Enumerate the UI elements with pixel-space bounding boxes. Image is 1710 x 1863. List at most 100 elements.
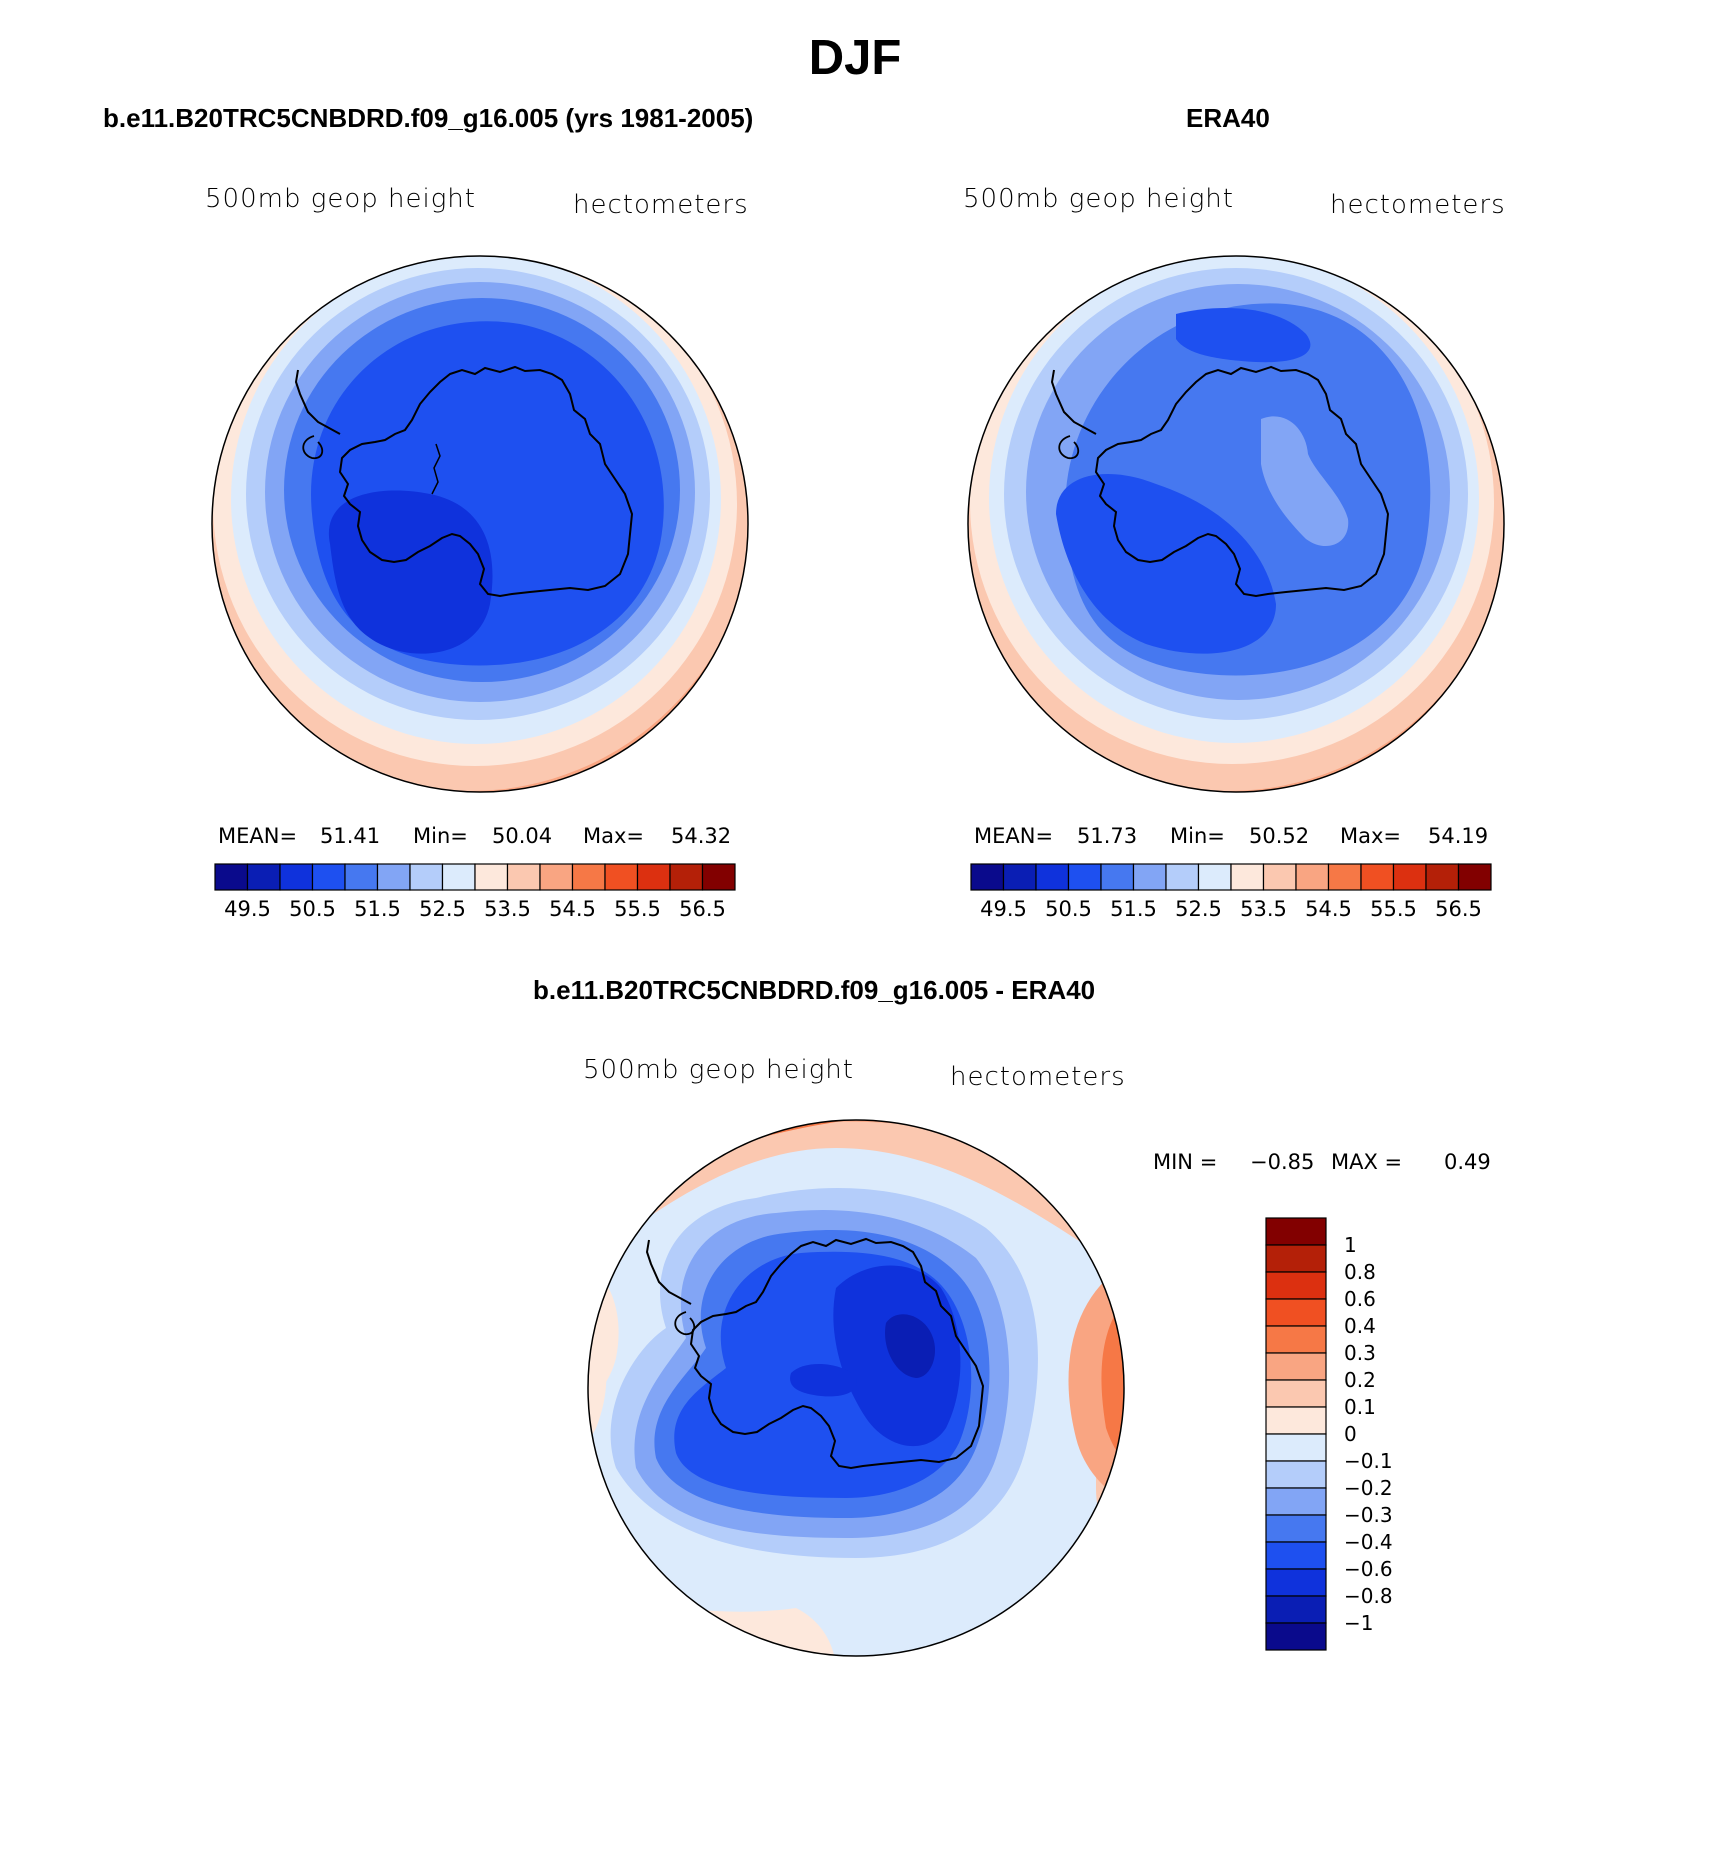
panel3-colorbar-box: [1265, 1352, 1327, 1381]
panel1-colorbar-label: 50.5: [289, 897, 336, 921]
panel2-colorbar-box: [1197, 863, 1232, 891]
panel1-colorbar-box: [604, 863, 639, 891]
panel1-colorbar-box: [214, 863, 249, 891]
panel1-colorbar-box: [669, 863, 704, 891]
panel3-colorbar-box: [1265, 1406, 1327, 1435]
panel1-colorbar-box: [311, 863, 346, 891]
panel2-colorbar-box: [970, 863, 1005, 891]
panel1-colorbar-box: [474, 863, 509, 891]
panel1-colorbar-box: [246, 863, 281, 891]
panel3-colorbar-box: [1265, 1379, 1327, 1408]
panel1-stats-max-label: Max=: [583, 824, 645, 848]
panel1-stats-mean-label: MEAN=: [218, 824, 298, 848]
panel1-units: hectometers: [573, 190, 749, 220]
panel2-colorbar-box: [1035, 863, 1070, 891]
panel1-map: [211, 255, 749, 793]
panel2-stats-max-label: Max=: [1340, 824, 1402, 848]
panel3-colorbar-label: 0.8: [1344, 1260, 1376, 1284]
panel2-colorbar-box: [1067, 863, 1102, 891]
panel3-colorbar-label: −0.6: [1344, 1557, 1393, 1581]
panel3-colorbar-box: [1265, 1541, 1327, 1570]
panel2-colorbar-label: 53.5: [1240, 897, 1287, 921]
panel1-title: b.e11.B20TRC5CNBDRD.f09_g16.005 (yrs 198…: [103, 103, 754, 133]
panel3-colorbar-label: 0.1: [1344, 1395, 1376, 1419]
panel1-colorbar: 49.5 50.5 51.5 52.5 53.5 54.5 55.5 56.5: [214, 863, 736, 921]
panel1-colorbar-label: 54.5: [549, 897, 596, 921]
panel2-colorbar-label: 52.5: [1175, 897, 1222, 921]
panel2-stats-min: 50.52: [1249, 824, 1310, 848]
panel1-colorbar-label: 49.5: [224, 897, 271, 921]
panel3-variable: 500mb geop height: [583, 1055, 854, 1085]
panel2-stats-max: 54.19: [1428, 824, 1489, 848]
panel3-colorbar-label: −0.4: [1344, 1530, 1393, 1554]
panel2-units: hectometers: [1330, 190, 1506, 220]
panel2-colorbar-label: 56.5: [1435, 897, 1482, 921]
panel2-colorbar: 49.5 50.5 51.5 52.5 53.5 54.5 55.5 56.5: [970, 863, 1492, 921]
panel3-colorbar-label: 0.2: [1344, 1368, 1376, 1392]
panel2-colorbar-box: [1165, 863, 1200, 891]
panel2-colorbar-box: [1230, 863, 1265, 891]
panel3-colorbar-box: [1265, 1217, 1327, 1246]
panel3-colorbar-box: [1265, 1568, 1327, 1597]
panel2-colorbar-box: [1425, 863, 1460, 891]
panel2-colorbar-box: [1392, 863, 1427, 891]
panel1-colorbar-label: 56.5: [679, 897, 726, 921]
panel3-colorbar-label: −1: [1344, 1611, 1373, 1635]
panel2-colorbar-label: 54.5: [1305, 897, 1352, 921]
panel3-units: hectometers: [950, 1062, 1126, 1092]
panel3-colorbar-label: 0: [1344, 1422, 1357, 1446]
panel1-colorbar-box: [441, 863, 476, 891]
panel2-map: [967, 255, 1505, 793]
panel3-stats-max-label: MAX =: [1331, 1150, 1403, 1174]
panel1-colorbar-label: 53.5: [484, 897, 531, 921]
panel2-colorbar-box: [1327, 863, 1362, 891]
panel3-colorbar-box: [1265, 1325, 1327, 1354]
panel1-colorbar-label: 51.5: [354, 897, 401, 921]
panel1-variable: 500mb geop height: [205, 184, 476, 214]
figure-title: DJF: [808, 31, 902, 85]
panel3-colorbar-label: −0.2: [1344, 1476, 1393, 1500]
panel1-colorbar-box: [701, 863, 736, 891]
panel3-title: b.e11.B20TRC5CNBDRD.f09_g16.005 - ERA40: [533, 975, 1096, 1005]
panel2-stats-mean: 51.73: [1077, 824, 1138, 848]
panel1-stats-min: 50.04: [492, 824, 553, 848]
panel3-map: [587, 1119, 1125, 1657]
panel3-colorbar-box: [1265, 1622, 1327, 1651]
panel1-colorbar-box: [571, 863, 606, 891]
panel3-colorbar-label: −0.8: [1344, 1584, 1393, 1608]
panel3-colorbar-box: [1265, 1514, 1327, 1543]
panel2-colorbar-box: [1002, 863, 1037, 891]
panel3-colorbar-box: [1265, 1244, 1327, 1273]
panel3-colorbar-box: [1265, 1595, 1327, 1624]
panel3-stats-min-label: MIN =: [1153, 1150, 1218, 1174]
panel3-colorbar-box: [1265, 1298, 1327, 1327]
panel3-colorbar-label: −0.1: [1344, 1449, 1393, 1473]
panel1-colorbar-box: [539, 863, 574, 891]
panel3-colorbar-label: −0.3: [1344, 1503, 1393, 1527]
panel3-colorbar-label: 1: [1344, 1233, 1357, 1257]
panel2-colorbar-label: 55.5: [1370, 897, 1417, 921]
panel2-colorbar-box: [1457, 863, 1492, 891]
panel3-colorbar-label: 0.3: [1344, 1341, 1376, 1365]
panel3-stats-max: 0.49: [1444, 1150, 1491, 1174]
panel3-stats-min: −0.85: [1250, 1150, 1315, 1174]
panel1-stats-mean: 51.41: [320, 824, 381, 848]
panel2-colorbar-box: [1132, 863, 1167, 891]
panel3-colorbar-box: [1265, 1460, 1327, 1489]
panel2-colorbar-label: 51.5: [1110, 897, 1157, 921]
panel3-colorbar-box: [1265, 1433, 1327, 1462]
panel1-colorbar-box: [376, 863, 411, 891]
panel1-colorbar-box: [409, 863, 444, 891]
panel2-variable: 500mb geop height: [963, 184, 1234, 214]
panel3-colorbar-label: 0.6: [1344, 1287, 1376, 1311]
panel3-colorbar-box: [1265, 1487, 1327, 1516]
panel2-colorbar-label: 50.5: [1045, 897, 1092, 921]
panel2-stats-min-label: Min=: [1170, 824, 1225, 848]
panel3-colorbar-label: 0.4: [1344, 1314, 1376, 1338]
panel2-title: ERA40: [1186, 103, 1270, 133]
panel2-colorbar-box: [1295, 863, 1330, 891]
panel2-colorbar-label: 49.5: [980, 897, 1027, 921]
panel2-colorbar-box: [1360, 863, 1395, 891]
panel1-stats-min-label: Min=: [413, 824, 468, 848]
panel2-stats-mean-label: MEAN=: [974, 824, 1054, 848]
